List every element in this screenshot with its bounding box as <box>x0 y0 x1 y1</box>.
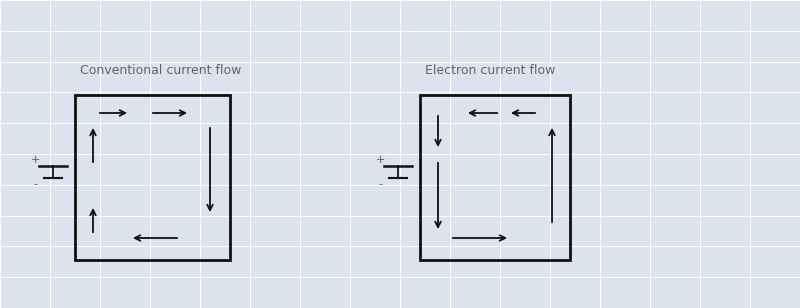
Text: Conventional current flow: Conventional current flow <box>80 64 242 77</box>
Text: +: + <box>375 155 385 165</box>
Text: -: - <box>33 179 37 189</box>
Text: -: - <box>378 179 382 189</box>
Text: Electron current flow: Electron current flow <box>425 64 555 77</box>
Bar <box>75 95 230 260</box>
Text: +: + <box>30 155 40 165</box>
Bar <box>420 95 570 260</box>
